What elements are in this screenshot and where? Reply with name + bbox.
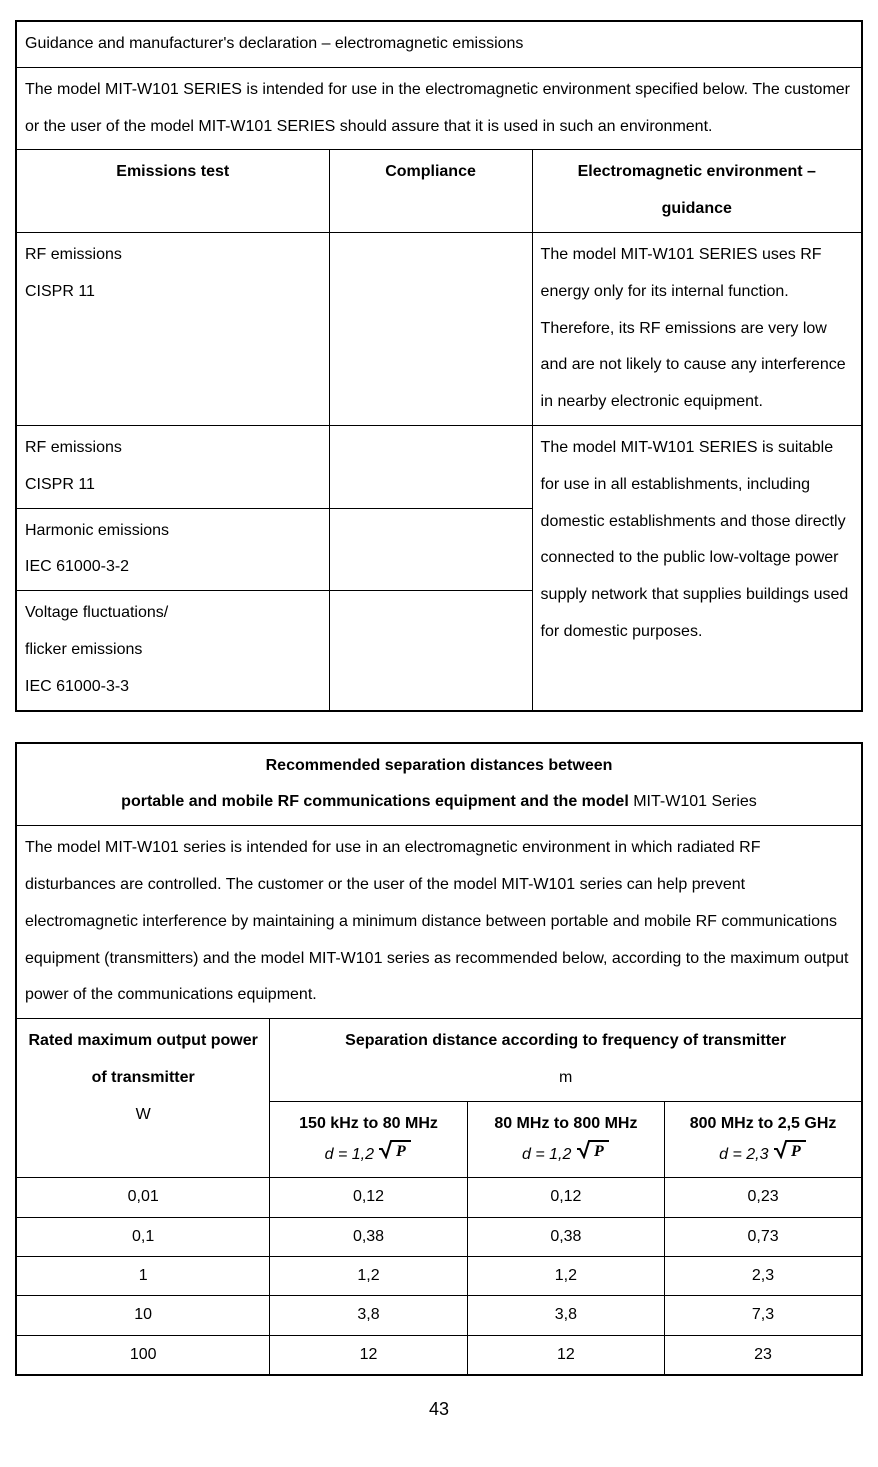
table-cell: 1,2 [270,1257,467,1296]
d2-prefix: d = 1,2 [522,1146,576,1163]
table-cell: 1,2 [467,1257,664,1296]
freq2-formula: d = 1,2 P [476,1139,656,1170]
table1-header-compliance: Compliance [329,150,532,233]
table1-row3-compliance [329,508,532,591]
table-cell: 3,8 [467,1296,664,1335]
freq3-range: 800 MHz to 2,5 GHz [673,1110,853,1139]
power-header-l3: W [25,1097,261,1134]
table1-row2-compliance [329,425,532,508]
table-row: 0,10,380,380,73 [16,1217,862,1256]
table-cell: 0,01 [16,1178,270,1217]
svg-text:P: P [790,1143,801,1159]
table1-merged-guidance: The model MIT-W101 SERIES is suitable fo… [532,425,862,710]
page-number: 43 [15,1400,863,1418]
sep-header-l2: m [278,1060,853,1097]
table1-title: Guidance and manufacturer's declaration … [16,21,862,67]
table-cell: 0,12 [270,1178,467,1217]
freq1-range: 150 kHz to 80 MHz [278,1110,458,1139]
table2-title: Recommended separation distances between… [16,743,862,826]
sep-header-l1: Separation distance according to frequen… [278,1023,853,1060]
test-name: RF emissions [25,430,321,467]
test-standard: CISPR 11 [25,274,321,311]
table2-power-header: Rated maximum output power of transmitte… [16,1019,270,1178]
table-cell: 12 [270,1335,467,1375]
table1-intro: The model MIT-W101 SERIES is intended fo… [16,67,862,150]
table-cell: 0,1 [16,1217,270,1256]
freq-header-1: 150 kHz to 80 MHz d = 1,2 P [270,1101,467,1178]
test-standard: CISPR 11 [25,467,321,504]
table1-row1-compliance [329,232,532,425]
table1-row4-test: Voltage fluctuations/ flicker emissions … [16,591,329,711]
table-cell: 1 [16,1257,270,1296]
freq2-range: 80 MHz to 800 MHz [476,1110,656,1139]
table-cell: 0,38 [270,1217,467,1256]
table-cell: 3,8 [270,1296,467,1335]
d3-prefix: d = 2,3 [719,1146,773,1163]
table-cell: 0,73 [665,1217,862,1256]
svg-text:P: P [593,1143,604,1159]
table1-row1-guidance: The model MIT-W101 SERIES uses RF energy… [532,232,862,425]
table-cell: 100 [16,1335,270,1375]
sqrt-p-icon: P [378,1139,412,1159]
emissions-table: Guidance and manufacturer's declaration … [15,20,863,712]
table-cell: 2,3 [665,1257,862,1296]
table2-intro: The model MIT-W101 series is intended fo… [16,826,862,1019]
table1-header-environment: Electromagnetic environment – guidance [532,150,862,233]
freq3-formula: d = 2,3 P [673,1139,853,1170]
table-cell: 7,3 [665,1296,862,1335]
table1-row4-compliance [329,591,532,711]
d1-prefix: d = 1,2 [325,1146,379,1163]
table2-title-line2b: MIT-W101 Series [633,793,757,810]
table-row: 0,010,120,120,23 [16,1178,862,1217]
table-cell: 12 [467,1335,664,1375]
test-name: Voltage fluctuations/ [25,595,321,632]
test-name: RF emissions [25,237,321,274]
power-header-l2: of transmitter [25,1060,261,1097]
power-header-l1: Rated maximum output power [25,1023,261,1060]
sqrt-p-icon: P [576,1139,610,1159]
test-standard: IEC 61000-3-3 [25,669,321,706]
test-sub: flicker emissions [25,632,321,669]
table1-row3-test: Harmonic emissions IEC 61000-3-2 [16,508,329,591]
table-row: 11,21,22,3 [16,1257,862,1296]
table2-title-line2a: portable and mobile RF communications eq… [121,793,633,810]
table2-sep-header: Separation distance according to frequen… [270,1019,862,1102]
table-cell: 10 [16,1296,270,1335]
sqrt-p-icon: P [773,1139,807,1159]
table-cell: 0,12 [467,1178,664,1217]
table1-row1-test: RF emissions CISPR 11 [16,232,329,425]
table-row: 103,83,87,3 [16,1296,862,1335]
freq-header-2: 80 MHz to 800 MHz d = 1,2 P [467,1101,664,1178]
svg-text:P: P [395,1143,406,1159]
table-cell: 0,23 [665,1178,862,1217]
test-name: Harmonic emissions [25,513,321,550]
freq-header-3: 800 MHz to 2,5 GHz d = 2,3 P [665,1101,862,1178]
table2-title-line1: Recommended separation distances between [266,757,613,774]
table1-header-emissions: Emissions test [16,150,329,233]
test-standard: IEC 61000-3-2 [25,549,321,586]
freq1-formula: d = 1,2 P [278,1139,458,1170]
table1-row2-test: RF emissions CISPR 11 [16,425,329,508]
separation-distance-table: Recommended separation distances between… [15,742,863,1377]
table-cell: 0,38 [467,1217,664,1256]
table-cell: 23 [665,1335,862,1375]
table-row: 100121223 [16,1335,862,1375]
